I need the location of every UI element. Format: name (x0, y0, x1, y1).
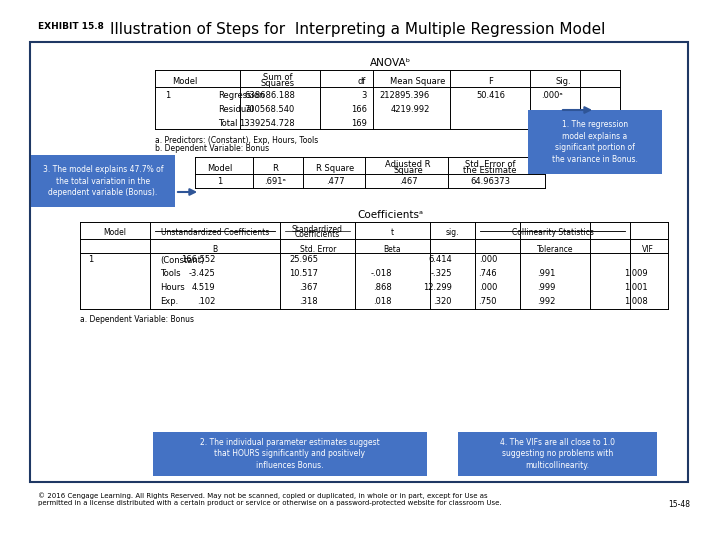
Text: .000: .000 (479, 284, 497, 293)
Text: a. Dependent Variable: Bonus: a. Dependent Variable: Bonus (80, 315, 194, 324)
Text: .367: .367 (300, 284, 318, 293)
Text: (Constant): (Constant) (160, 255, 204, 265)
Text: df: df (358, 77, 366, 86)
Text: 64.96373: 64.96373 (470, 178, 510, 186)
Text: 6.414: 6.414 (428, 255, 452, 265)
Text: ANOVAᵇ: ANOVAᵇ (369, 58, 410, 68)
Text: Sum of: Sum of (264, 73, 293, 82)
Text: B: B (212, 245, 217, 254)
Text: F: F (489, 77, 493, 86)
Text: a. Predictors: (Constant), Exp, Hours, Tools: a. Predictors: (Constant), Exp, Hours, T… (155, 136, 318, 145)
Text: .102: .102 (197, 298, 215, 307)
Text: 166: 166 (351, 105, 367, 113)
Text: .318: .318 (300, 298, 318, 307)
Text: 700568.540: 700568.540 (245, 105, 295, 113)
Text: Unstandardized Coefficients: Unstandardized Coefficients (161, 228, 269, 237)
Text: Mean Square: Mean Square (390, 77, 446, 86)
Text: .477: .477 (325, 178, 344, 186)
Text: Residual: Residual (218, 105, 253, 113)
FancyBboxPatch shape (30, 42, 688, 482)
Text: Model: Model (207, 164, 233, 173)
Text: Regression: Regression (218, 91, 264, 99)
Text: 25.965: 25.965 (289, 255, 318, 265)
Text: sig.: sig. (446, 228, 459, 237)
Text: 169: 169 (351, 118, 367, 127)
Text: 1. The regression
model explains a
significant portion of
the variance in Bonus.: 1. The regression model explains a signi… (552, 120, 638, 164)
Text: 1: 1 (88, 255, 94, 265)
Text: 212895.396: 212895.396 (379, 91, 430, 99)
Text: 50.416: 50.416 (476, 91, 505, 99)
Text: 4.519: 4.519 (192, 284, 215, 293)
Text: 638686.188: 638686.188 (244, 91, 295, 99)
Text: .992: .992 (536, 298, 555, 307)
Text: .868: .868 (373, 284, 392, 293)
FancyBboxPatch shape (153, 432, 427, 476)
Text: .691ᵃ: .691ᵃ (264, 178, 286, 186)
Text: Illustration of Steps for  Interpreting a Multiple Regression Model: Illustration of Steps for Interpreting a… (110, 22, 606, 37)
Text: R: R (272, 164, 278, 173)
Text: .000: .000 (479, 255, 497, 265)
Text: Total: Total (218, 118, 238, 127)
Text: 12.299: 12.299 (423, 284, 452, 293)
Text: Coefficients: Coefficients (295, 230, 340, 239)
Text: .991: .991 (536, 269, 555, 279)
FancyBboxPatch shape (458, 432, 657, 476)
Text: © 2016 Cengage Learning. All Rights Reserved. May not be scanned, copied or dupl: © 2016 Cengage Learning. All Rights Rese… (38, 492, 487, 498)
Text: Std. Error: Std. Error (300, 245, 336, 254)
Text: 1: 1 (217, 178, 222, 186)
Text: .320: .320 (433, 298, 452, 307)
Text: the Estimate: the Estimate (463, 166, 517, 175)
Text: 3: 3 (361, 91, 367, 99)
Text: -.325: -.325 (431, 269, 452, 279)
Text: .999: .999 (536, 284, 555, 293)
FancyBboxPatch shape (31, 155, 175, 207)
Text: .750: .750 (479, 298, 497, 307)
Text: .000ᵃ: .000ᵃ (541, 91, 563, 99)
Text: Adjusted R: Adjusted R (385, 160, 431, 169)
Text: Beta: Beta (383, 245, 401, 254)
Text: 10.517: 10.517 (289, 269, 318, 279)
Text: 166.552: 166.552 (181, 255, 215, 265)
Text: t: t (391, 228, 394, 237)
Text: b. Dependent Variable: Bonus: b. Dependent Variable: Bonus (155, 144, 269, 153)
Text: 4. The VIFs are all close to 1.0
suggesting no problems with
multicollinearity.: 4. The VIFs are all close to 1.0 suggest… (500, 438, 615, 470)
Text: Tolerance: Tolerance (536, 245, 573, 254)
Text: 3. The model explains 47.7% of
the total variation in the
dependent variable (Bo: 3. The model explains 47.7% of the total… (42, 165, 163, 197)
Text: Coefficientsᵃ: Coefficientsᵃ (357, 210, 423, 220)
Text: Squares: Squares (261, 79, 295, 88)
Text: 4219.992: 4219.992 (391, 105, 430, 113)
Text: Std. Error of: Std. Error of (464, 160, 516, 169)
Text: Tools: Tools (160, 269, 181, 279)
Text: 1.001: 1.001 (624, 284, 648, 293)
Text: Standardized: Standardized (292, 225, 343, 234)
Text: Collinearity Statistics: Collinearity Statistics (512, 228, 593, 237)
Text: Exp.: Exp. (160, 298, 179, 307)
Text: 1: 1 (165, 91, 170, 99)
Text: Model: Model (172, 77, 198, 86)
Text: Sig.: Sig. (555, 77, 571, 86)
Text: .018: .018 (374, 298, 392, 307)
Text: -3.425: -3.425 (188, 269, 215, 279)
Text: .467: .467 (399, 178, 418, 186)
Text: -.018: -.018 (371, 269, 392, 279)
Text: EXHIBIT 15.8: EXHIBIT 15.8 (38, 22, 104, 31)
Text: VIF: VIF (642, 245, 654, 254)
Text: 1.008: 1.008 (624, 298, 648, 307)
Text: 2. The individual parameter estimates suggest
that HOURS significantly and posit: 2. The individual parameter estimates su… (200, 438, 380, 470)
Text: permitted in a license distributed with a certain product or service or otherwis: permitted in a license distributed with … (38, 500, 502, 506)
Text: 15-48: 15-48 (668, 500, 690, 509)
Text: 1339254.728: 1339254.728 (239, 118, 295, 127)
FancyBboxPatch shape (528, 110, 662, 174)
Text: 1.009: 1.009 (624, 269, 648, 279)
Text: .746: .746 (478, 269, 497, 279)
Text: Square: Square (393, 166, 423, 175)
Text: Model: Model (104, 228, 127, 237)
Text: R Square: R Square (316, 164, 354, 173)
Text: Hours: Hours (160, 284, 185, 293)
